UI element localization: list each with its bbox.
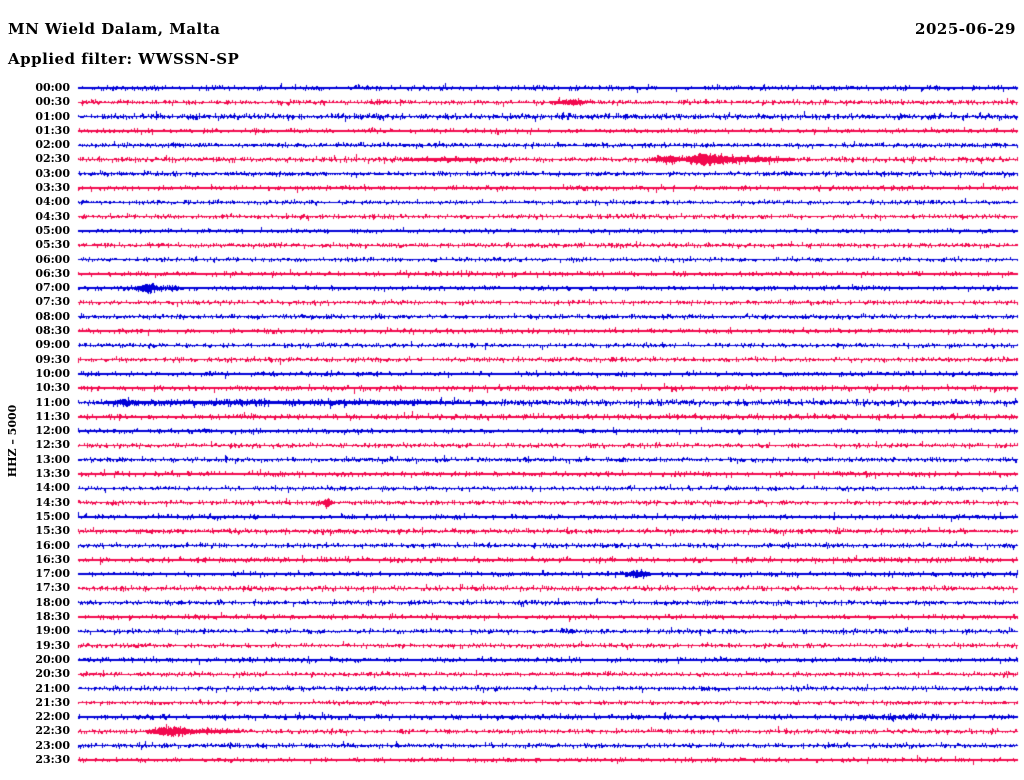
time-label-19:00: 19:00 <box>35 624 70 637</box>
time-label-20:00: 20:00 <box>35 653 70 666</box>
time-label-03:00: 03:00 <box>35 167 70 180</box>
time-label-07:00: 07:00 <box>35 281 70 294</box>
time-label-05:00: 05:00 <box>35 224 70 237</box>
time-label-11:00: 11:00 <box>35 396 70 409</box>
time-label-22:30: 22:30 <box>35 724 70 737</box>
time-label-09:30: 09:30 <box>35 353 70 366</box>
time-label-05:30: 05:30 <box>35 238 70 251</box>
time-label-13:30: 13:30 <box>35 467 70 480</box>
time-label-02:30: 02:30 <box>35 152 70 165</box>
time-label-14:00: 14:00 <box>35 481 70 494</box>
time-label-01:30: 01:30 <box>35 124 70 137</box>
time-label-04:30: 04:30 <box>35 210 70 223</box>
time-label-15:00: 15:00 <box>35 510 70 523</box>
time-label-10:00: 10:00 <box>35 367 70 380</box>
time-label-01:00: 01:00 <box>35 110 70 123</box>
time-label-03:30: 03:30 <box>35 181 70 194</box>
time-label-21:00: 21:00 <box>35 682 70 695</box>
time-label-06:30: 06:30 <box>35 267 70 280</box>
time-label-10:30: 10:30 <box>35 381 70 394</box>
time-label-06:00: 06:00 <box>35 253 70 266</box>
time-label-00:00: 00:00 <box>35 81 70 94</box>
station-title: MN Wield Dalam, Malta <box>8 20 221 38</box>
time-label-16:30: 16:30 <box>35 553 70 566</box>
time-label-12:30: 12:30 <box>35 438 70 451</box>
time-label-08:00: 08:00 <box>35 310 70 323</box>
time-label-23:00: 23:00 <box>35 739 70 752</box>
time-label-18:30: 18:30 <box>35 610 70 623</box>
time-label-18:00: 18:00 <box>35 596 70 609</box>
date-label: 2025-06-29 <box>915 20 1016 38</box>
time-label-07:30: 07:30 <box>35 295 70 308</box>
time-label-13:00: 13:00 <box>35 453 70 466</box>
time-label-11:30: 11:30 <box>35 410 70 423</box>
time-label-20:30: 20:30 <box>35 667 70 680</box>
time-label-23:30: 23:30 <box>35 753 70 766</box>
time-label-02:00: 02:00 <box>35 138 70 151</box>
time-label-17:30: 17:30 <box>35 581 70 594</box>
time-label-15:30: 15:30 <box>35 524 70 537</box>
time-label-17:00: 17:00 <box>35 567 70 580</box>
time-label-08:30: 08:30 <box>35 324 70 337</box>
time-label-09:00: 09:00 <box>35 338 70 351</box>
time-label-04:00: 04:00 <box>35 195 70 208</box>
time-label-19:30: 19:30 <box>35 639 70 652</box>
time-label-21:30: 21:30 <box>35 696 70 709</box>
time-label-22:00: 22:00 <box>35 710 70 723</box>
time-label-00:30: 00:30 <box>35 95 70 108</box>
time-label-16:00: 16:00 <box>35 539 70 552</box>
time-label-14:30: 14:30 <box>35 496 70 509</box>
time-label-12:00: 12:00 <box>35 424 70 437</box>
filter-label: Applied filter: WWSSN-SP <box>8 50 240 68</box>
